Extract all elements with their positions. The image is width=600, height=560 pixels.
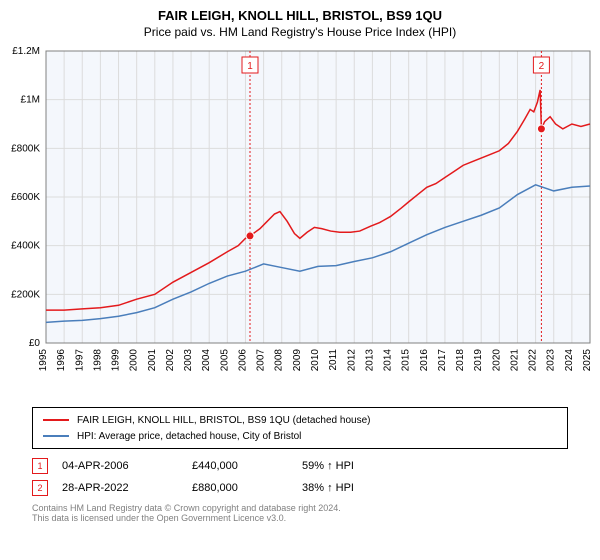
x-axis-label: 1997 [74,349,85,372]
x-axis-label: 2011 [328,349,339,371]
x-axis-label: 2014 [383,349,394,372]
x-axis-label: 1996 [56,349,67,372]
x-axis-label: 2022 [528,349,539,372]
legend-label: HPI: Average price, detached house, City… [77,431,301,442]
transaction-row: 1 04-APR-2006£440,00059% ↑ HPI [32,455,568,477]
legend-swatch [43,419,69,421]
y-axis-label: £600K [11,192,40,203]
chart-subtitle: Price paid vs. HM Land Registry's House … [0,23,600,43]
legend-label: FAIR LEIGH, KNOLL HILL, BRISTOL, BS9 1QU… [77,415,370,426]
x-axis-label: 1995 [38,349,49,372]
x-axis-label: 2015 [401,349,412,372]
y-axis-label: £1M [21,95,40,106]
transaction-date: 04-APR-2006 [62,460,192,472]
transaction-row: 2 28-APR-2022£880,00038% ↑ HPI [32,477,568,499]
transactions-table: 1 04-APR-2006£440,00059% ↑ HPI 2 28-APR-202… [32,455,568,499]
svg-text:2: 2 [539,61,545,72]
legend-swatch [43,435,69,437]
y-axis-label: £400K [11,241,40,252]
x-axis-label: 1999 [111,349,122,372]
y-axis-label: £0 [29,338,41,349]
credits-footer: Contains HM Land Registry data © Crown c… [32,503,568,523]
x-axis-label: 2023 [546,349,557,372]
transaction-hpi: 59% ↑ HPI [302,460,402,472]
transaction-marker: 2 [32,480,48,496]
credits-line1: Contains HM Land Registry data © Crown c… [32,503,568,513]
x-axis-label: 2020 [491,349,502,372]
x-axis-label: 2003 [183,349,194,372]
chart-title: FAIR LEIGH, KNOLL HILL, BRISTOL, BS9 1QU [0,0,600,23]
x-axis-label: 2000 [129,349,140,372]
marker-2: 2 [533,57,549,73]
x-axis-label: 2002 [165,349,176,372]
transaction-price: £440,000 [192,460,302,472]
legend-item: HPI: Average price, detached house, City… [43,428,557,444]
x-axis-label: 2025 [582,349,593,372]
y-axis-label: £200K [11,289,40,300]
x-axis-label: 2012 [346,349,357,372]
x-axis-label: 1998 [92,349,103,372]
legend-item: FAIR LEIGH, KNOLL HILL, BRISTOL, BS9 1QU… [43,412,557,428]
x-axis-label: 2016 [419,349,430,372]
x-axis-label: 2010 [310,349,321,372]
marker-1: 1 [242,57,258,73]
x-axis-label: 2013 [364,349,375,372]
price-chart: £0 £200K £400K £600K £800K £1M £1.2M 1995 1996 19… [0,43,600,403]
x-axis-label: 2001 [147,349,158,372]
y-axis-label: £800K [11,143,40,154]
credits-line2: This data is licensed under the Open Gov… [32,513,568,523]
x-axis-label: 2021 [509,349,520,372]
x-axis-label: 2007 [256,349,267,372]
transaction-date: 28-APR-2022 [62,482,192,494]
y-axis-label: £1.2M [12,46,40,57]
transaction-marker: 1 [32,458,48,474]
x-axis-label: 2006 [237,349,248,372]
x-axis-label: 2004 [201,349,212,372]
x-axis-label: 2009 [292,349,303,372]
x-axis-label: 2024 [564,349,575,372]
svg-text:1: 1 [247,61,253,72]
transaction-price: £880,000 [192,482,302,494]
x-axis-label: 2005 [219,349,230,372]
x-axis-label: 2008 [274,349,285,372]
x-axis-label: 2019 [473,349,484,372]
x-axis-label: 2018 [455,349,466,372]
transaction-hpi: 38% ↑ HPI [302,482,402,494]
x-axis-label: 2017 [437,349,448,372]
chart-legend: FAIR LEIGH, KNOLL HILL, BRISTOL, BS9 1QU… [32,407,568,449]
